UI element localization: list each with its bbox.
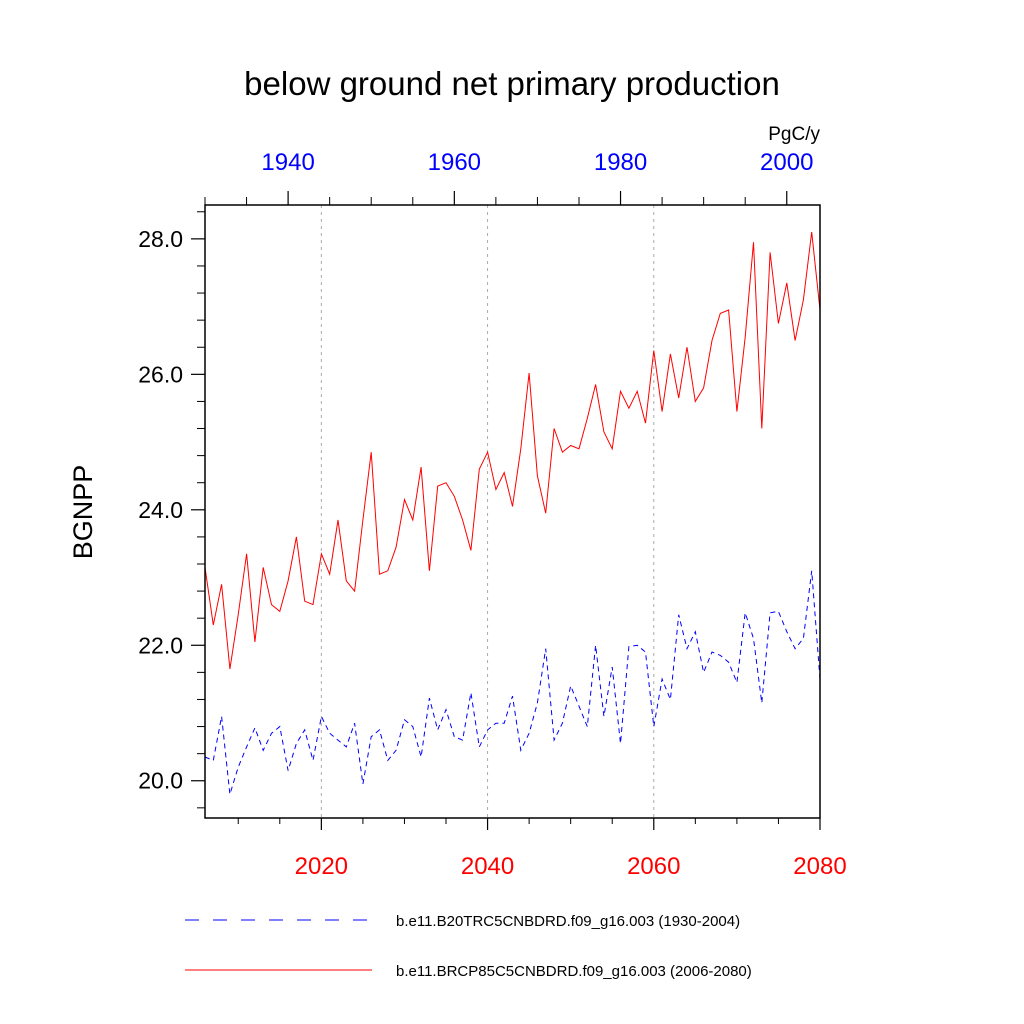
top-tick-label-2000: 2000	[760, 149, 813, 176]
y-tick-label-4: 28.0	[138, 226, 183, 252]
top-tick-label-1960: 1960	[428, 149, 481, 176]
legend-label-rcp85: b.e11.BRCP85C5CNBDRD.f09_g16.003 (2006-2…	[396, 963, 752, 980]
grid-lines	[320, 205, 655, 818]
series-line-historical	[204, 570, 821, 795]
series-lines	[204, 232, 821, 795]
y-axis-label: BGNPP	[68, 465, 98, 560]
y-tick-label-1: 22.0	[138, 632, 183, 658]
bottom-tick-label-2020: 2020	[295, 853, 348, 880]
y-tick-label-2: 24.0	[138, 497, 183, 523]
axis-ticks	[191, 191, 821, 830]
top-tick-label-1980: 1980	[594, 149, 647, 176]
axis-labels: 20.0 22.0 24.0 26.0 28.0 2020 2040 2060 2080 1940…	[138, 149, 846, 880]
y-tick-label-3: 26.0	[138, 361, 183, 387]
plot-frame	[204, 204, 821, 819]
chart-title: below ground net primary production	[244, 65, 780, 102]
bottom-tick-label-2060: 2060	[627, 853, 680, 880]
legend-label-historical: b.e11.B20TRC5CNBDRD.f09_g16.003 (1930-20…	[396, 913, 740, 930]
y-tick-label-0: 20.0	[138, 768, 183, 794]
units-label: PgC/y	[768, 124, 820, 145]
legend: b.e11.B20TRC5CNBDRD.f09_g16.003 (1930-20…	[185, 913, 752, 980]
bottom-tick-label-2080: 2080	[793, 853, 846, 880]
series-line-rcp85	[204, 232, 821, 670]
bottom-tick-label-2040: 2040	[461, 853, 514, 880]
top-tick-label-1940: 1940	[261, 149, 314, 176]
